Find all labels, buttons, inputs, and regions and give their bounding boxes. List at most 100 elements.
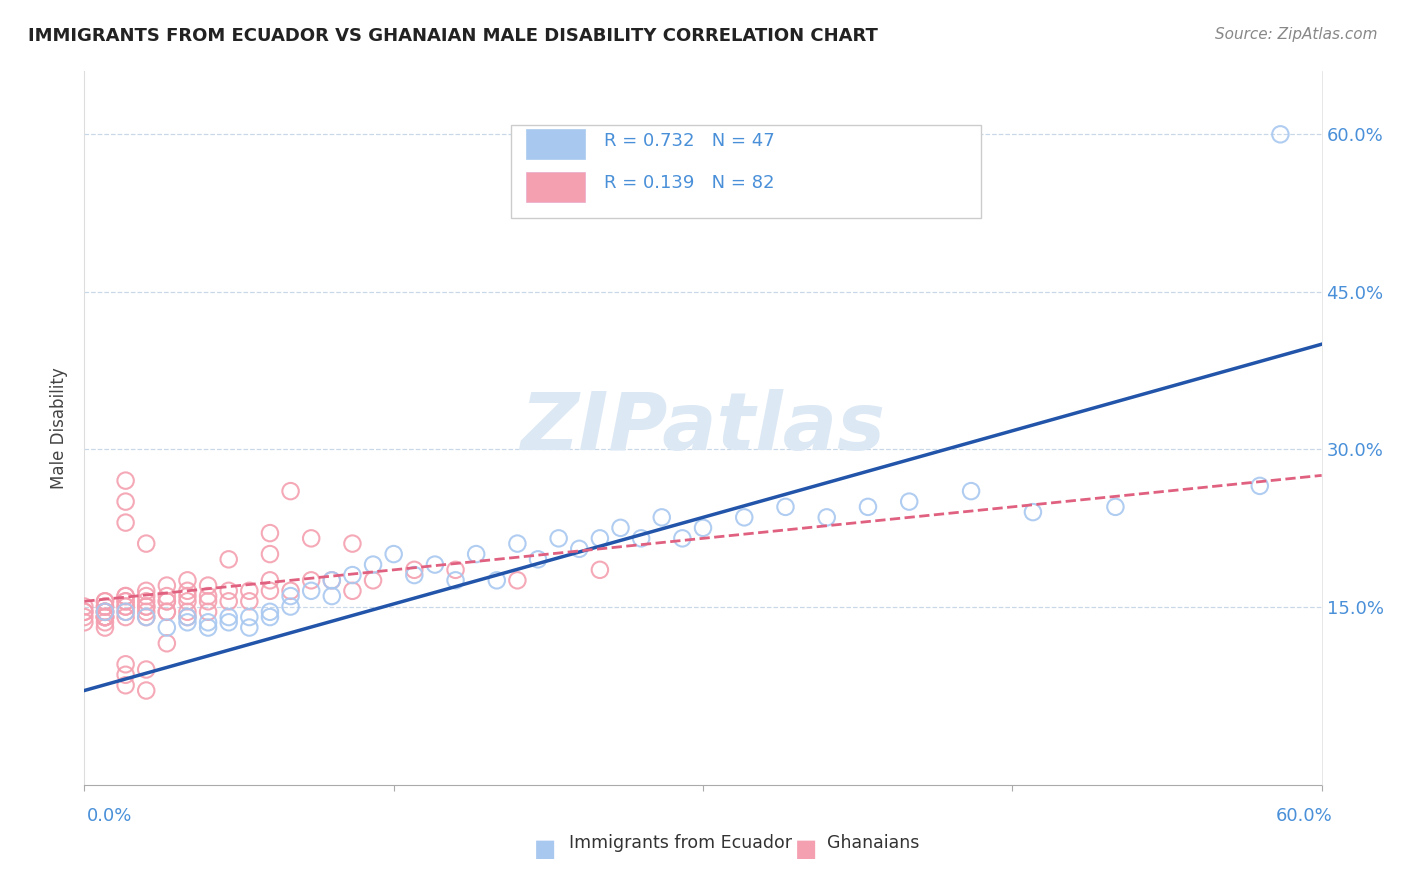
Point <box>156 605 179 619</box>
Point <box>259 526 281 541</box>
Point <box>218 583 240 598</box>
Point <box>156 621 179 635</box>
Point <box>651 510 673 524</box>
Point <box>382 547 405 561</box>
Point <box>444 563 467 577</box>
Point <box>135 610 157 624</box>
Point <box>94 605 117 619</box>
Point <box>176 583 198 598</box>
Point <box>361 574 384 588</box>
Text: ZIPatlas: ZIPatlas <box>520 389 886 467</box>
Point <box>176 594 198 608</box>
Point <box>114 610 136 624</box>
Point <box>135 599 157 614</box>
Point <box>156 594 179 608</box>
Point <box>114 589 136 603</box>
Point <box>176 610 198 624</box>
Point <box>197 615 219 630</box>
Point <box>527 552 550 566</box>
Point <box>568 541 591 556</box>
Point <box>73 615 96 630</box>
Point <box>238 621 260 635</box>
Point <box>156 605 179 619</box>
Text: ■: ■ <box>534 837 557 861</box>
FancyBboxPatch shape <box>526 172 585 202</box>
Point <box>114 594 136 608</box>
Point <box>114 605 136 619</box>
Point <box>176 574 198 588</box>
Point <box>259 610 281 624</box>
Point <box>299 532 322 546</box>
Point <box>444 574 467 588</box>
Point <box>775 500 797 514</box>
Text: ■: ■ <box>794 837 817 861</box>
Point <box>259 547 281 561</box>
Point <box>342 568 364 582</box>
Point <box>259 605 281 619</box>
Point <box>135 589 157 603</box>
Point <box>856 500 879 514</box>
Point <box>94 605 117 619</box>
Point <box>197 578 219 592</box>
Point <box>156 578 179 592</box>
Point <box>1022 505 1045 519</box>
Point <box>94 605 117 619</box>
Point <box>361 558 384 572</box>
Point <box>94 610 117 624</box>
Point <box>485 574 508 588</box>
Point <box>259 583 281 598</box>
Y-axis label: Male Disability: Male Disability <box>51 368 69 489</box>
Point <box>94 599 117 614</box>
Text: 60.0%: 60.0% <box>1277 807 1333 825</box>
Point <box>404 568 426 582</box>
Text: R = 0.732   N = 47: R = 0.732 N = 47 <box>605 132 775 150</box>
Point <box>815 510 838 524</box>
Point <box>135 536 157 550</box>
Point <box>280 589 302 603</box>
Point <box>73 599 96 614</box>
Point <box>135 610 157 624</box>
Point <box>1249 479 1271 493</box>
Point <box>342 536 364 550</box>
Point <box>135 683 157 698</box>
Point <box>218 594 240 608</box>
Point <box>135 605 157 619</box>
FancyBboxPatch shape <box>526 129 585 159</box>
Point <box>156 594 179 608</box>
Point <box>94 605 117 619</box>
Point <box>114 678 136 692</box>
Point <box>506 574 529 588</box>
Point <box>609 521 631 535</box>
Text: IMMIGRANTS FROM ECUADOR VS GHANAIAN MALE DISABILITY CORRELATION CHART: IMMIGRANTS FROM ECUADOR VS GHANAIAN MALE… <box>28 27 877 45</box>
Point <box>321 574 343 588</box>
Point <box>94 610 117 624</box>
Point <box>135 599 157 614</box>
Point <box>94 615 117 630</box>
Point <box>135 663 157 677</box>
Point <box>197 589 219 603</box>
Point <box>94 599 117 614</box>
Point <box>630 532 652 546</box>
Point <box>114 494 136 508</box>
Text: Source: ZipAtlas.com: Source: ZipAtlas.com <box>1215 27 1378 42</box>
Point <box>589 532 612 546</box>
Point <box>135 594 157 608</box>
Point <box>218 610 240 624</box>
Point <box>404 563 426 577</box>
Point <box>94 610 117 624</box>
Point <box>156 636 179 650</box>
Point <box>114 516 136 530</box>
Point <box>1104 500 1126 514</box>
Point <box>733 510 755 524</box>
Text: Ghanaians: Ghanaians <box>827 834 920 852</box>
Point <box>94 621 117 635</box>
Point <box>589 563 612 577</box>
Point <box>238 610 260 624</box>
Point <box>114 474 136 488</box>
Point <box>156 589 179 603</box>
Point <box>94 594 117 608</box>
Point <box>94 605 117 619</box>
Text: Immigrants from Ecuador: Immigrants from Ecuador <box>569 834 793 852</box>
Point <box>114 667 136 681</box>
Point <box>465 547 488 561</box>
